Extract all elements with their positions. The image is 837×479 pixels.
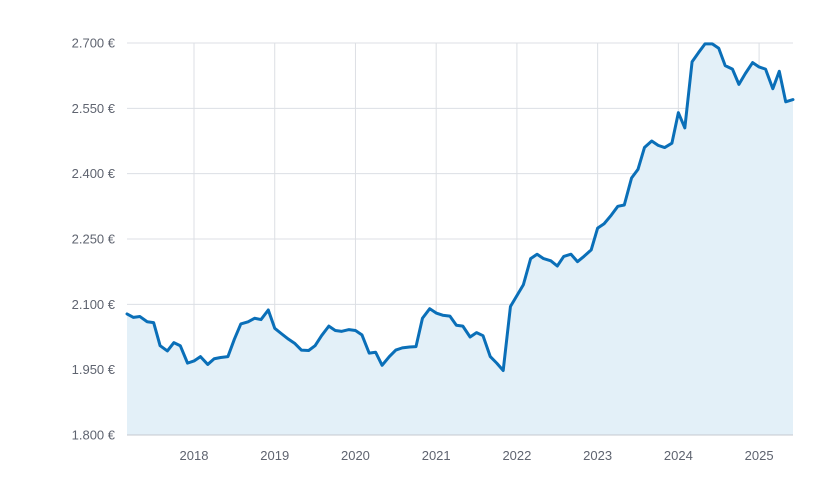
x-tick-label: 2025 bbox=[745, 448, 774, 463]
x-tick-label: 2020 bbox=[341, 448, 370, 463]
x-tick-label: 2022 bbox=[502, 448, 531, 463]
x-tick-label: 2021 bbox=[422, 448, 451, 463]
x-tick-label: 2019 bbox=[260, 448, 289, 463]
y-tick-label: 1.950 € bbox=[72, 362, 116, 377]
series-area-fill bbox=[127, 43, 793, 436]
y-tick-label: 2.700 € bbox=[72, 36, 116, 51]
x-tick-label: 2024 bbox=[664, 448, 693, 463]
series-line bbox=[125, 42, 795, 373]
x-tick-labels: 2018 2019 2020 2021 2022 2023 2024 2025 bbox=[180, 448, 774, 463]
y-tick-label: 2.250 € bbox=[72, 232, 116, 247]
x-tick-label: 2023 bbox=[583, 448, 612, 463]
x-tick-label: 2018 bbox=[180, 448, 209, 463]
y-tick-label: 2.550 € bbox=[72, 101, 116, 116]
y-tick-labels: 1.800 € 1.950 € 2.100 € 2.250 € 2.400 € 2.550… bbox=[72, 36, 116, 443]
y-tick-label: 2.400 € bbox=[72, 166, 116, 181]
y-tick-label: 1.800 € bbox=[72, 428, 116, 443]
y-tick-label: 2.100 € bbox=[72, 297, 116, 312]
